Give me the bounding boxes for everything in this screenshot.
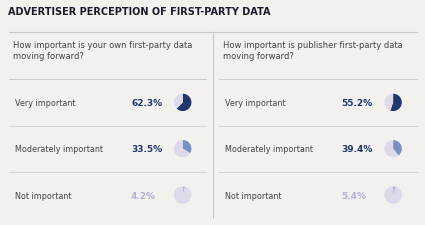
Wedge shape <box>174 187 191 204</box>
Text: Moderately important: Moderately important <box>225 145 313 153</box>
Text: 62.3%: 62.3% <box>131 99 162 107</box>
Text: How important is publisher first-party data
moving forward?: How important is publisher first-party d… <box>223 40 403 61</box>
Text: 5.4%: 5.4% <box>341 191 366 200</box>
Text: 39.4%: 39.4% <box>341 145 373 153</box>
Text: Moderately important: Moderately important <box>15 145 103 153</box>
Wedge shape <box>177 94 191 112</box>
Wedge shape <box>385 94 393 111</box>
Wedge shape <box>174 94 183 109</box>
Text: ADVERTISER PERCEPTION OF FIRST-PARTY DATA: ADVERTISER PERCEPTION OF FIRST-PARTY DAT… <box>8 7 271 17</box>
Text: Not important: Not important <box>225 191 282 200</box>
Text: How important is your own first-party data
moving forward?: How important is your own first-party da… <box>13 40 192 61</box>
Wedge shape <box>174 140 190 158</box>
Text: 55.2%: 55.2% <box>341 99 373 107</box>
Wedge shape <box>390 94 402 112</box>
Text: 33.5%: 33.5% <box>131 145 162 153</box>
Text: 4.2%: 4.2% <box>131 191 156 200</box>
Text: Not important: Not important <box>15 191 71 200</box>
Text: Very important: Very important <box>225 99 286 107</box>
Text: Very important: Very important <box>15 99 75 107</box>
Wedge shape <box>393 140 402 156</box>
Wedge shape <box>393 187 396 195</box>
Wedge shape <box>183 187 185 195</box>
Wedge shape <box>183 140 191 153</box>
Wedge shape <box>385 140 399 158</box>
Wedge shape <box>385 187 402 204</box>
